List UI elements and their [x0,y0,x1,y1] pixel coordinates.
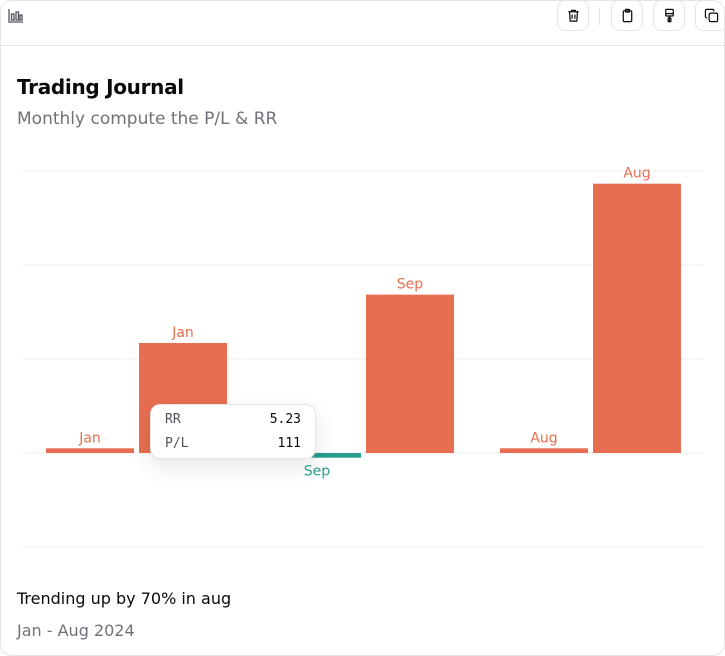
bar-label: Sep [304,464,331,480]
copy-button[interactable] [695,1,724,31]
trend-text: Trending up by 70% in aug [17,589,232,608]
tooltip-row-pl: P/L 111 [165,436,301,451]
page-title: Trading Journal [17,75,184,99]
bar[interactable] [46,448,134,453]
tooltip-value: 111 [277,436,301,451]
delete-button[interactable] [557,1,589,31]
tooltip-key: P/L [165,436,189,451]
trash-icon [567,9,579,22]
bar[interactable] [366,294,454,453]
bar-label: Aug [530,430,557,446]
bar[interactable] [500,448,588,453]
paintbrush-icon [664,8,674,23]
clipboard-button[interactable] [611,1,643,31]
page-subtitle: Monthly compute the P/L & RR [17,109,278,129]
paint-button[interactable] [653,1,685,31]
tooltip-value: 5.23 [269,412,301,427]
toolbar [1,1,724,46]
copy-icon [704,8,718,23]
chart-tooltip: RR 5.23 P/L 111 [150,404,316,459]
bar[interactable] [273,453,361,458]
bar-label: Sep [397,277,424,293]
bar-chart: Jan Jan Sep Sep Aug Aug [23,166,704,548]
bar-label: Aug [623,166,650,182]
toolbar-divider [599,7,600,25]
bar-label: Jan [78,430,101,446]
bar[interactable] [593,183,681,453]
bar-label: Jan [171,325,194,341]
tooltip-key: RR [165,412,181,427]
tooltip-row-rr: RR 5.23 [165,412,301,427]
bar-chart-icon[interactable] [7,7,25,25]
date-range: Jan - Aug 2024 [17,621,135,640]
clipboard-icon [622,8,632,23]
